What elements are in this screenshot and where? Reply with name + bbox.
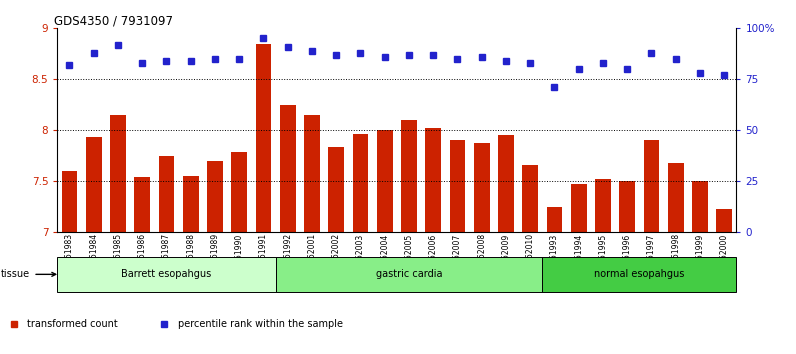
Bar — [542, 257, 736, 292]
Bar — [595, 179, 611, 232]
Bar — [668, 163, 684, 232]
Bar — [61, 171, 77, 232]
Bar — [110, 115, 126, 232]
Text: GDS4350 / 7931097: GDS4350 / 7931097 — [54, 14, 173, 27]
Bar — [232, 153, 247, 232]
Bar — [135, 177, 150, 232]
Bar — [450, 140, 466, 232]
Bar — [280, 105, 295, 232]
Bar — [547, 207, 562, 232]
Text: percentile rank within the sample: percentile rank within the sample — [178, 319, 343, 329]
Bar — [158, 155, 174, 232]
Bar — [207, 161, 223, 232]
Text: transformed count: transformed count — [27, 319, 119, 329]
Bar — [57, 257, 275, 292]
Bar — [401, 120, 417, 232]
Bar — [474, 143, 490, 232]
Bar — [328, 147, 344, 232]
Bar — [692, 181, 708, 232]
Bar — [353, 134, 369, 232]
Bar — [498, 135, 513, 232]
Bar — [256, 44, 271, 232]
Bar — [571, 184, 587, 232]
Bar — [304, 115, 320, 232]
Text: Barrett esopahgus: Barrett esopahgus — [121, 269, 212, 279]
Text: normal esopahgus: normal esopahgus — [594, 269, 685, 279]
Bar — [275, 257, 542, 292]
Bar — [522, 165, 538, 232]
Bar — [716, 210, 732, 232]
Bar — [183, 176, 198, 232]
Bar — [619, 181, 635, 232]
Bar — [377, 130, 392, 232]
Text: tissue: tissue — [2, 269, 56, 279]
Bar — [643, 140, 659, 232]
Bar — [425, 128, 441, 232]
Text: gastric cardia: gastric cardia — [376, 269, 443, 279]
Bar — [86, 137, 102, 232]
